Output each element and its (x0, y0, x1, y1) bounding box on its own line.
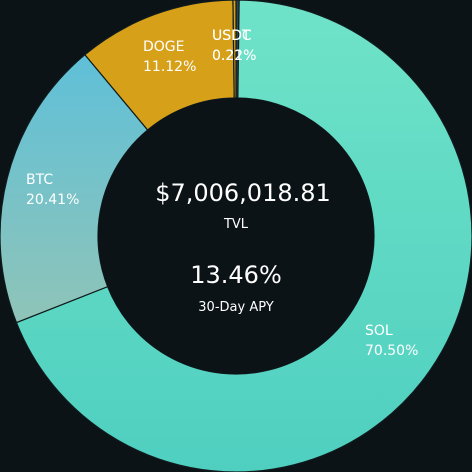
slice-name-doge: DOGE (143, 39, 185, 55)
slice-labels: USDT 0.22% SOL 70.50% BTC 20.41% DOGE 11.12% USD… (26, 28, 418, 359)
apy-label: 30-Day APY (198, 300, 273, 315)
slice-name-usdc: USDC (212, 28, 252, 44)
slice-percent-sol: 70.50% (365, 343, 418, 359)
donut-hole (98, 98, 374, 374)
slice-percent-usdt: 0.22% (212, 48, 256, 64)
slice-percent-usdc: 0.21% (212, 48, 256, 64)
tvl-label: TVL (223, 217, 249, 232)
slice-percent-btc: 20.41% (26, 192, 79, 208)
slice-name-btc: BTC (26, 172, 53, 188)
slice-percent-doge: 11.12% (143, 59, 196, 75)
tvl-value: $7,006,018.81 (155, 179, 331, 207)
slice-name-sol: SOL (365, 323, 393, 339)
apy-value: 13.46% (190, 261, 282, 289)
slice-name-usdt: USDT (212, 28, 251, 44)
